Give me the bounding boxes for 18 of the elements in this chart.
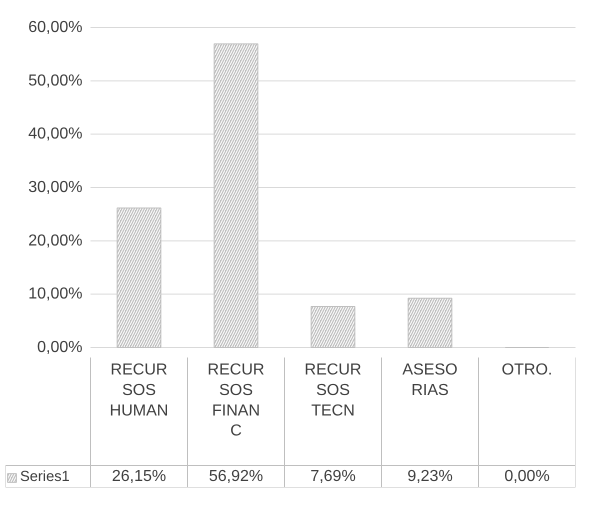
x-tick-label: OTRO.	[502, 362, 552, 378]
y-tick-label: 0,00%	[37, 339, 83, 356]
y-tick-label: 20,00%	[28, 232, 82, 250]
x-tick-label: RECURSOS HUMAN	[110, 362, 168, 420]
data-label: 26,15%	[112, 468, 166, 485]
x-tick-label: RECURSOS FINANC	[208, 362, 264, 440]
x-tick-label: ASESORIAS	[402, 362, 458, 399]
y-tick-label: 60,00%	[28, 19, 82, 36]
data-label: 0,00%	[504, 468, 550, 485]
x-tick-label: RECURSOS TECN	[304, 362, 362, 420]
y-tick-label: 50,00%	[28, 72, 82, 90]
data-label: 7,69%	[310, 468, 356, 485]
y-tick-label: 10,00%	[28, 286, 82, 303]
y-tick-label: 40,00%	[28, 126, 82, 143]
legend-label: Series1	[20, 469, 70, 485]
data-label: 9,23%	[407, 468, 453, 485]
y-tick-label: 30,00%	[28, 179, 82, 196]
data-label: 56,92%	[208, 468, 264, 485]
